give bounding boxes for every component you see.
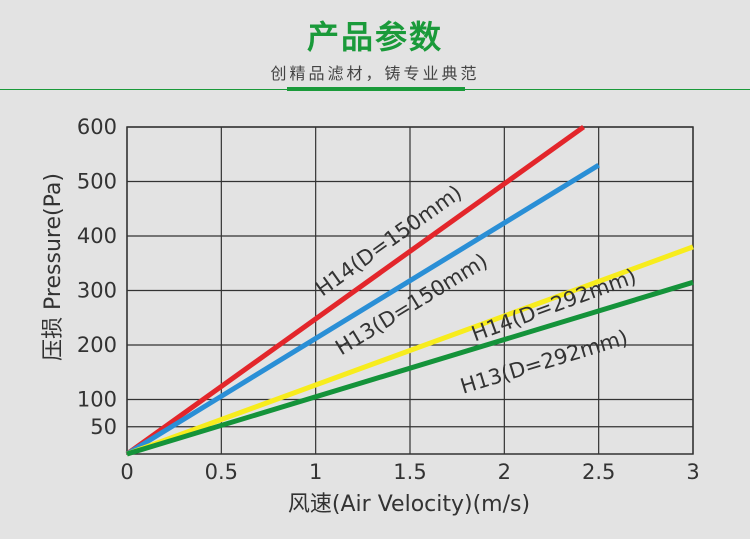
x-tick-label: 0.5 <box>205 460 238 484</box>
x-axis-label: 风速(Air Velocity)(m/s) <box>288 492 530 517</box>
y-tick-label: 400 <box>77 224 117 248</box>
y-tick-label: 300 <box>77 279 117 303</box>
series-line <box>126 279 694 457</box>
series-line <box>125 163 600 457</box>
y-tick-label: 100 <box>77 388 117 412</box>
x-tick-label: 2 <box>498 460 511 484</box>
y-tick-label: 200 <box>77 333 117 357</box>
y-tick-label: 50 <box>90 415 117 439</box>
y-axis-label: 压损 Pressure(Pa) <box>41 173 66 361</box>
y-tick-label: 500 <box>77 170 117 194</box>
series-lines <box>125 124 694 457</box>
y-tick-label: 600 <box>77 115 117 139</box>
x-tick-label: 3 <box>686 460 699 484</box>
series-line <box>125 124 586 457</box>
tick-labels: 0 0.5 1 1.5 2 2.5 3 50 100 200 300 400 500 600 <box>77 115 700 484</box>
header-divider-accent <box>287 87 465 91</box>
x-tick-label: 1.5 <box>393 460 426 484</box>
x-tick-label: 2.5 <box>582 460 615 484</box>
x-tick-label: 1 <box>309 460 322 484</box>
page-title: 产品参数 <box>306 18 443 56</box>
series-line <box>126 244 694 457</box>
page-subtitle: 创精品滤材，铸专业典范 <box>270 64 480 83</box>
x-tick-label: 0 <box>120 460 133 484</box>
